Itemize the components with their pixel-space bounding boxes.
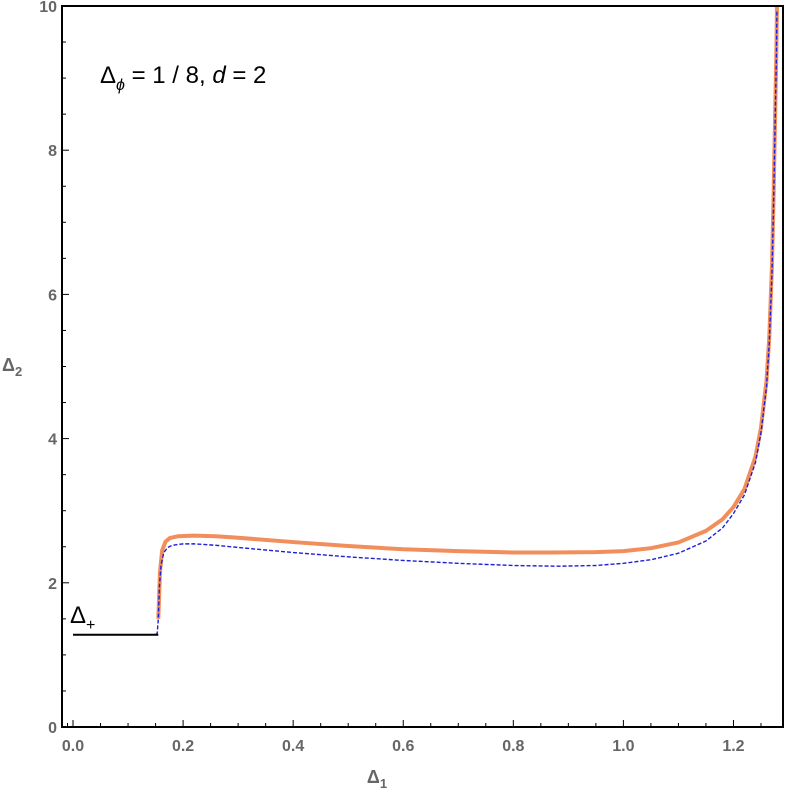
plot-frame — [61, 5, 784, 728]
x-tick-label: 0.0 — [62, 738, 84, 755]
y-tick-label: 0 — [48, 720, 57, 737]
y-tick-label: 8 — [48, 143, 57, 160]
x-axis-label: Δ1 — [367, 767, 387, 789]
x-tick-label: 0.4 — [282, 738, 304, 755]
x-tick-label: 0.8 — [502, 738, 524, 755]
delta-plus-label: Δ+ — [70, 602, 95, 634]
x-tick-label: 0.2 — [172, 738, 194, 755]
y-tick-label: 6 — [48, 287, 57, 304]
plot-border — [61, 5, 784, 728]
y-tick-label: 4 — [48, 432, 57, 449]
x-tick-label: 1.0 — [612, 738, 634, 755]
orange-curve — [156, 5, 779, 619]
blue-dashed-curve — [155, 9, 778, 636]
plot-lines — [73, 5, 779, 636]
y-tick-label: 10 — [39, 0, 57, 16]
params-annotation: Δϕ = 1 / 8, d = 2 — [100, 62, 266, 94]
x-tick-label: 0.6 — [392, 738, 414, 755]
y-tick-label: 2 — [48, 576, 57, 593]
x-tick-label: 1.2 — [722, 738, 744, 755]
y-axis-label: Δ2 — [2, 355, 22, 379]
ticks: 0.0 0.2 0.4 0.6 0.8 1.0 1.2 0 2 4 6 8 10 — [39, 0, 762, 755]
